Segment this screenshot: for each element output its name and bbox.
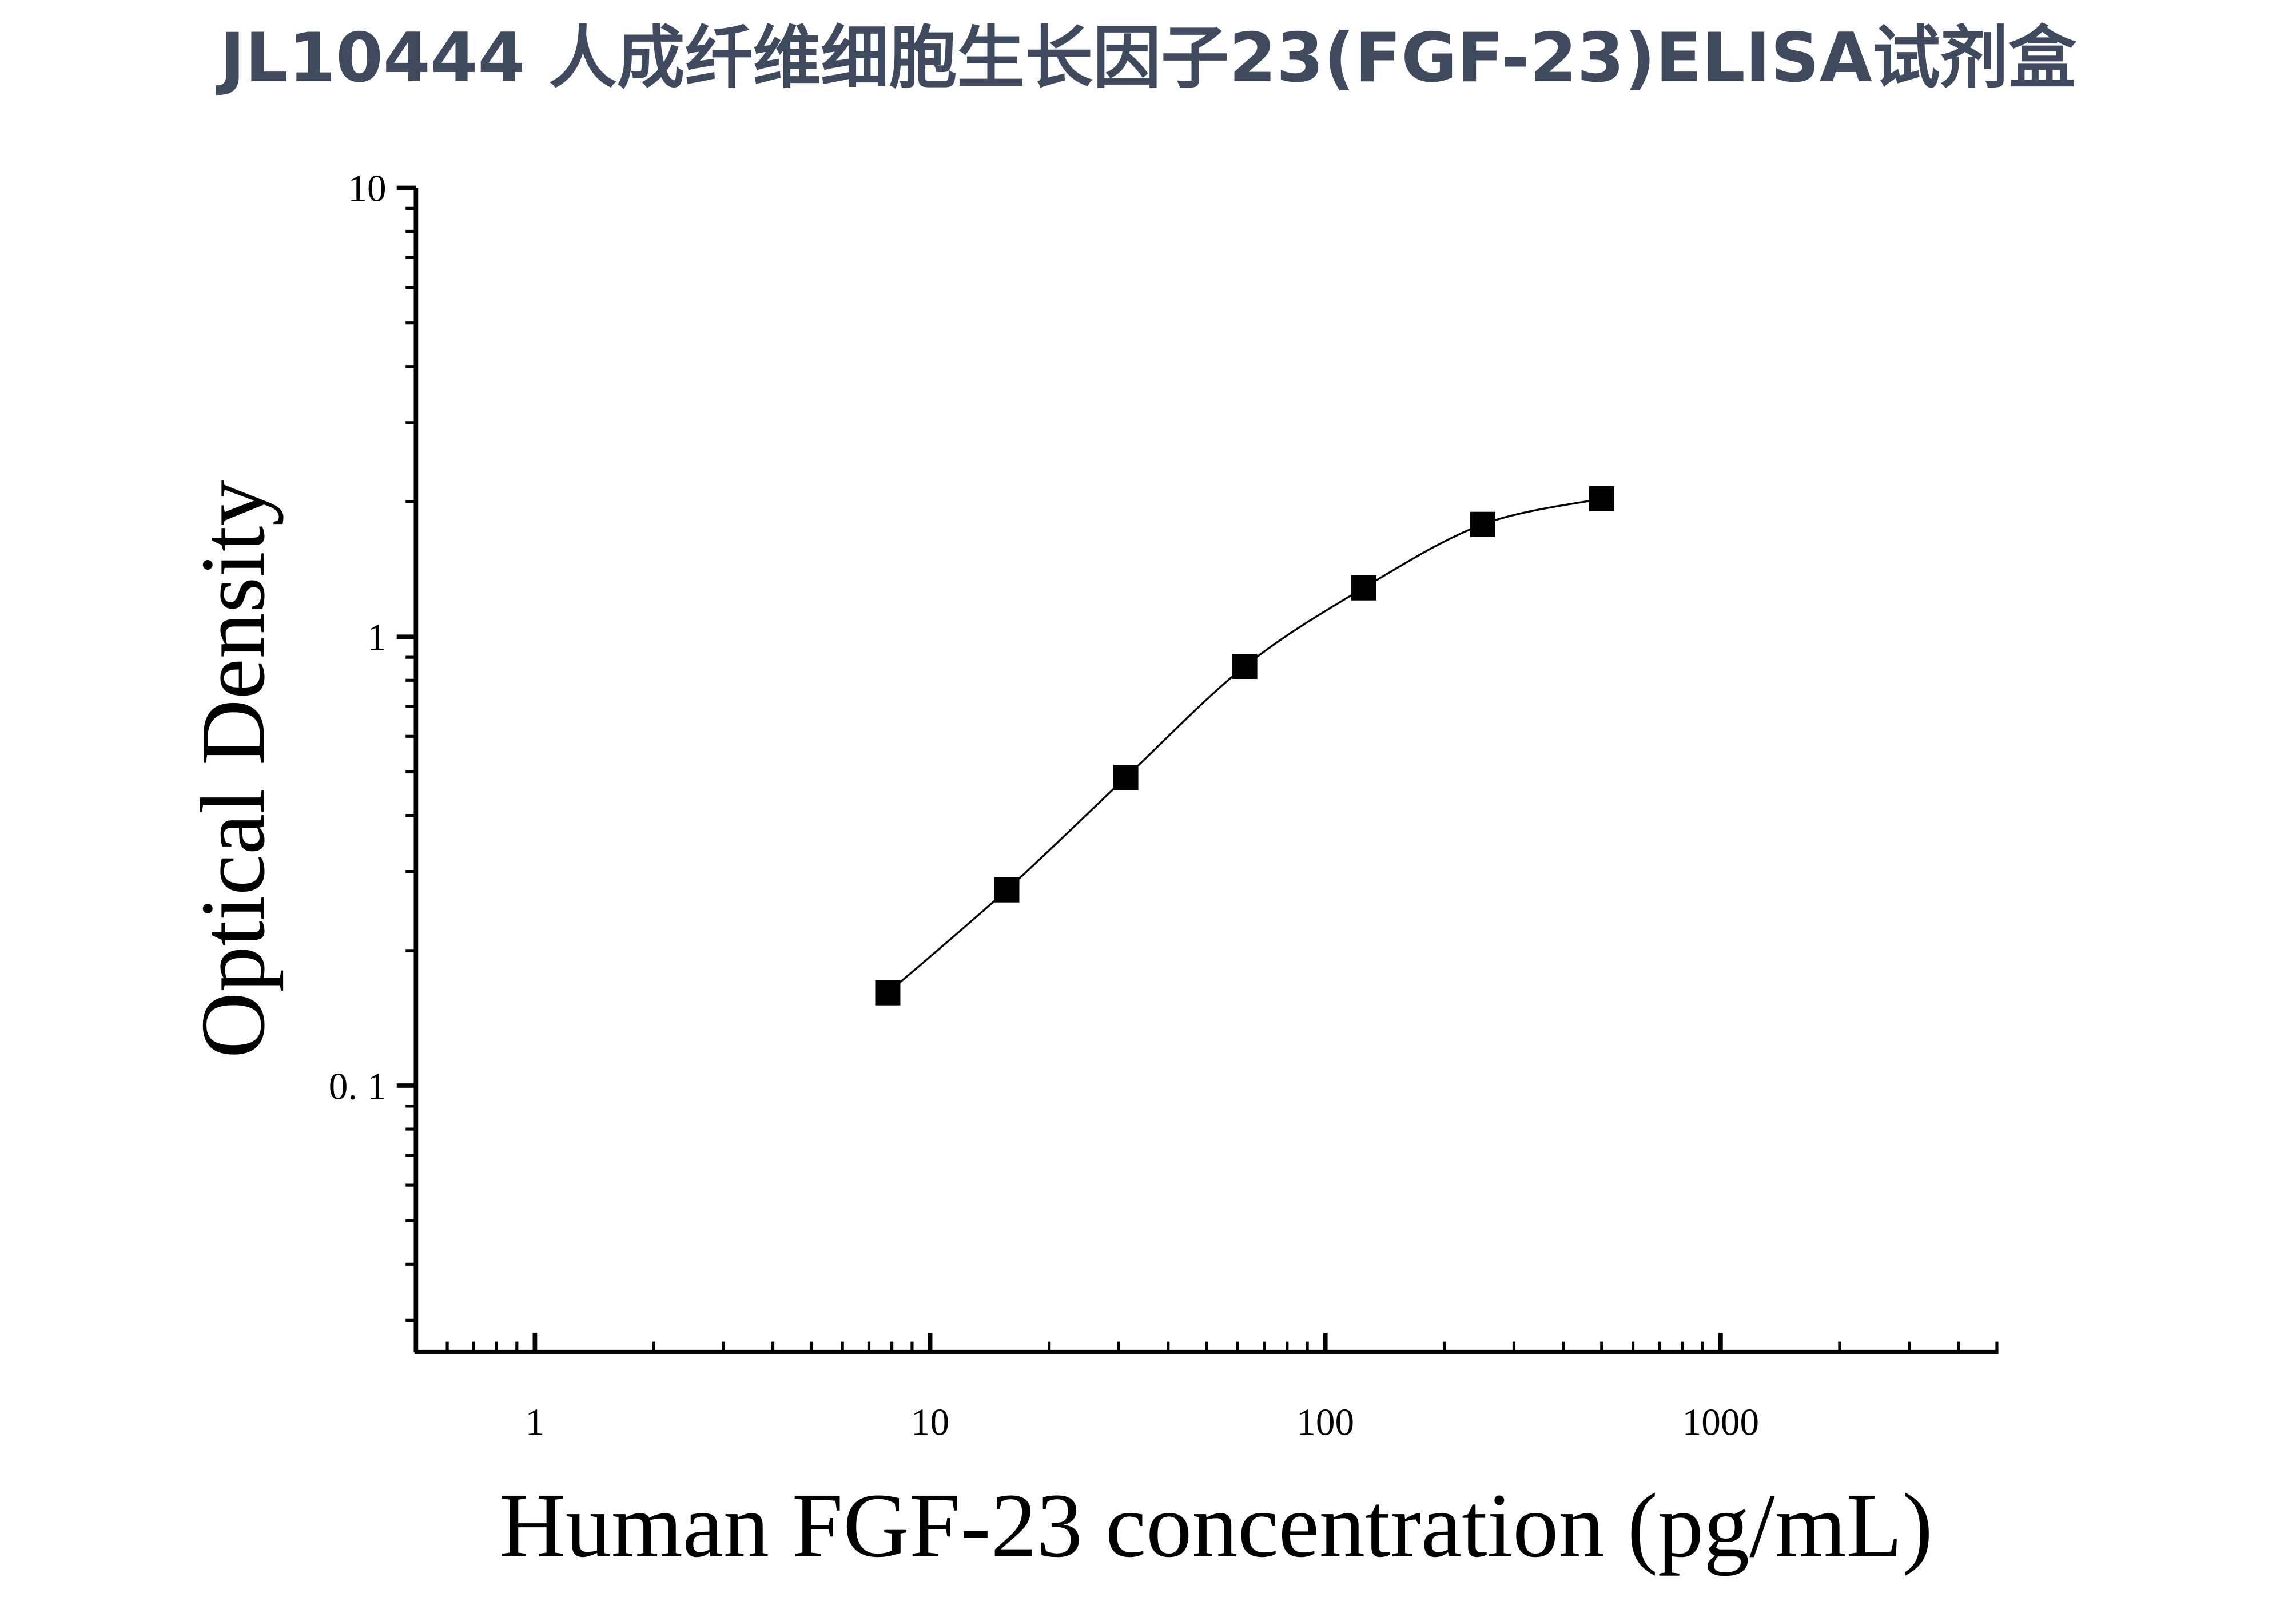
data-point [1351,575,1376,601]
chart-title: JL10444 人成纤维细胞生长因子23(FGF-23)ELISA试剂盒 [216,19,2076,98]
x-tick-label: 100 [1296,1401,1354,1444]
data-point [1470,511,1495,537]
y-tick-label: 1 [367,616,387,659]
y-tick-label: 10 [348,167,386,210]
data-point [1232,654,1258,680]
data-point [1589,486,1614,511]
x-axis-label: Human FGF-23 concentration (pg/mL) [499,1475,1933,1576]
x-tick-label: 1000 [1682,1401,1759,1444]
data-point [1113,765,1139,790]
y-axis-label: Optical Density [182,480,284,1058]
x-tick-label: 10 [911,1401,949,1444]
fit-curve [887,498,1602,994]
x-tick-label: 1 [526,1401,545,1444]
data-point [875,980,901,1006]
y-tick-label: 0. 1 [329,1064,387,1107]
data-point [994,877,1020,903]
